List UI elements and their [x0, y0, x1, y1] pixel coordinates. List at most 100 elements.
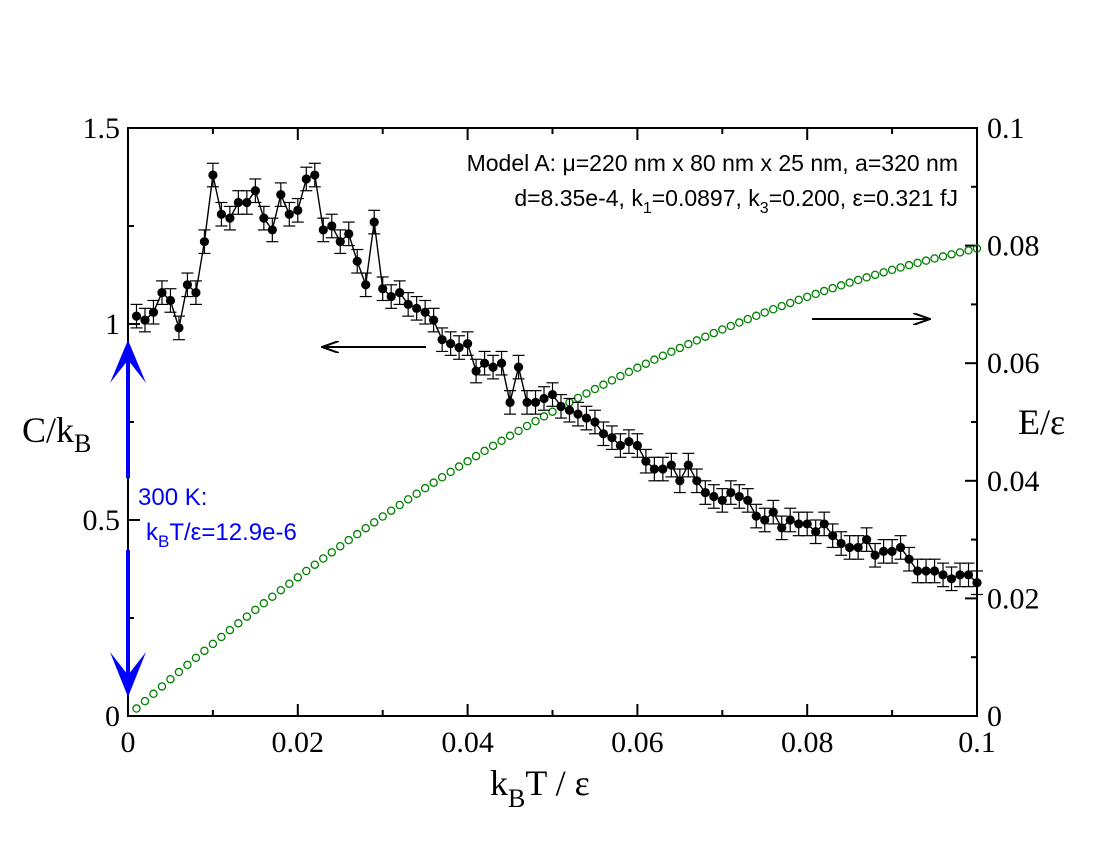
x-tick-label: 0.06 [611, 726, 664, 759]
heat-capacity-point [318, 225, 328, 235]
energy-point [471, 451, 481, 461]
heat-capacity-point [590, 417, 600, 427]
heat-capacity-point [683, 460, 693, 470]
x-tick-label: 0 [121, 726, 136, 759]
heat-capacity-point [259, 213, 269, 223]
energy-point [463, 457, 472, 466]
energy-point [616, 371, 625, 381]
energy-point [437, 472, 447, 482]
energy-point [183, 660, 192, 670]
energy-point [225, 625, 235, 635]
energy-point [650, 355, 659, 364]
y-right-tick-label: 0.02 [987, 582, 1040, 615]
energy-point [285, 579, 294, 588]
heat-capacity-point [717, 495, 727, 505]
heat-capacity-point [242, 197, 252, 208]
energy-point [667, 347, 676, 357]
heat-capacity-point [446, 339, 456, 349]
energy-point [836, 281, 846, 290]
heat-capacity-point [547, 389, 558, 400]
energy-point [921, 256, 931, 265]
energy-point [675, 343, 685, 353]
heat-capacity-point [607, 433, 617, 443]
heat-capacity-point [378, 284, 388, 294]
energy-point [599, 380, 608, 389]
heat-capacity-point [836, 538, 846, 549]
heat-capacity-point [233, 197, 243, 208]
heat-capacity-point [709, 491, 719, 502]
energy-point [641, 359, 651, 368]
plot-frame [127, 127, 978, 717]
energy-point [259, 599, 269, 608]
energy-point [191, 653, 201, 663]
heat-capacity-point [301, 174, 311, 184]
model-annotation-line1: Model A: μ=220 nm x 80 nm x 25 nm, a=320… [467, 150, 958, 176]
energy-point [752, 311, 761, 321]
energy-point [386, 506, 396, 515]
energy-point [132, 704, 141, 713]
energy-point [870, 270, 880, 280]
y-right-tick-label: 0.06 [987, 347, 1040, 380]
energy-point [242, 612, 252, 621]
heat-capacity-point [921, 566, 931, 576]
y-right-tick-label: 0.1 [987, 112, 1025, 145]
energy-point [913, 258, 922, 268]
heat-capacity-point [726, 487, 736, 498]
energy-point [497, 436, 506, 446]
heat-capacity-point [845, 542, 855, 553]
heat-capacity-point [310, 170, 320, 180]
energy-point [743, 314, 753, 324]
energy-point [718, 325, 727, 334]
heat-capacity-point [649, 464, 659, 474]
energy-point [692, 336, 702, 345]
x-axis-title: kBT / ε [490, 763, 590, 813]
heat-capacity-point [395, 288, 405, 298]
heat-capacity-point [208, 170, 218, 180]
marker-arrow-up-icon [110, 340, 146, 383]
energy-point [964, 246, 973, 255]
heat-capacity-point [437, 335, 447, 345]
y-right-tick-label: 0 [987, 700, 1002, 733]
heat-capacity-point [811, 527, 821, 537]
heat-capacity-point [216, 209, 226, 219]
energy-point [879, 268, 888, 277]
heat-capacity-point [488, 362, 498, 372]
heat-capacity-point [904, 554, 914, 564]
energy-point [293, 573, 303, 582]
energy-point [208, 639, 218, 649]
heat-capacity-point [819, 519, 829, 529]
heat-capacity-point [412, 303, 422, 313]
energy-point [395, 500, 404, 510]
energy-point [361, 523, 370, 533]
energy-point [633, 363, 642, 373]
heat-capacity-point [641, 456, 651, 466]
energy-point [403, 495, 413, 504]
heat-capacity-point [946, 574, 957, 584]
heat-capacity-point [199, 237, 210, 247]
heat-capacity-point [191, 288, 201, 298]
heat-capacity-point [505, 397, 515, 407]
energy-point [140, 696, 150, 706]
energy-point [268, 592, 277, 601]
energy-point [174, 667, 184, 677]
heat-capacity-point [564, 405, 575, 415]
energy-point [785, 298, 795, 308]
energy-point [794, 295, 803, 305]
energy-point [522, 421, 532, 431]
heat-capacity-point [658, 464, 668, 474]
heat-capacity-point [615, 440, 626, 451]
energy-point [369, 518, 379, 527]
heat-capacity-point [522, 397, 532, 407]
energy-point [624, 367, 634, 377]
energy-point [938, 252, 948, 261]
heat-capacity-point [912, 566, 923, 576]
heat-capacity-point [785, 515, 795, 525]
heat-capacity-point [157, 288, 167, 298]
heat-capacity-point [361, 280, 371, 290]
heat-capacity-point [870, 550, 880, 560]
temperature-marker [110, 340, 146, 697]
energy-point [802, 292, 812, 302]
energy-point [828, 283, 837, 293]
energy-point [930, 254, 939, 263]
x-tick-label: 0.08 [781, 726, 834, 759]
